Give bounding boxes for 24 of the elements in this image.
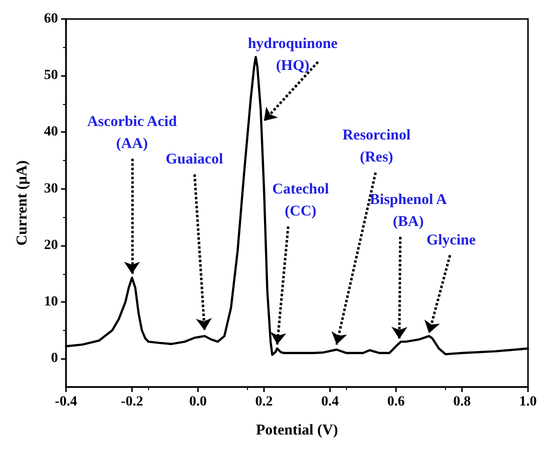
y-axis-title: Current (μA) — [14, 160, 30, 246]
annotation: Bisphenol A (BA) — [370, 192, 448, 230]
annotation: Resorcinol (Res) — [342, 128, 411, 166]
annotation: hydroquinone (HQ) — [248, 36, 338, 74]
annotation: Guaiacol — [166, 151, 224, 168]
annotation: Ascorbic Acid (AA) — [87, 114, 178, 152]
x-tick-label: 0.2 — [255, 394, 273, 410]
annotation: Catechol (CC) — [272, 182, 329, 220]
y-tick-label: 60 — [44, 12, 58, 26]
x-tick-label: -0.2 — [120, 394, 144, 410]
x-tick-label: 0.0 — [189, 394, 207, 410]
y-tick-label: 10 — [44, 294, 58, 310]
annotation: Glycine — [426, 232, 476, 248]
x-tick-label: 1.0 — [519, 394, 537, 410]
y-tick-label: 40 — [44, 124, 58, 140]
x-tick-label: 0.8 — [453, 394, 471, 410]
y-tick-label: 0 — [51, 351, 58, 366]
x-tick-label: -0.4 — [54, 394, 78, 410]
y-tick-label: 50 — [44, 68, 58, 84]
x-tick-label: 0.4 — [321, 394, 339, 410]
x-tick-label: 0.6 — [387, 394, 405, 410]
x-axis-title: Potential (V) — [256, 422, 338, 438]
y-tick-label: 20 — [44, 238, 58, 253]
y-tick-label: 30 — [44, 181, 58, 196]
